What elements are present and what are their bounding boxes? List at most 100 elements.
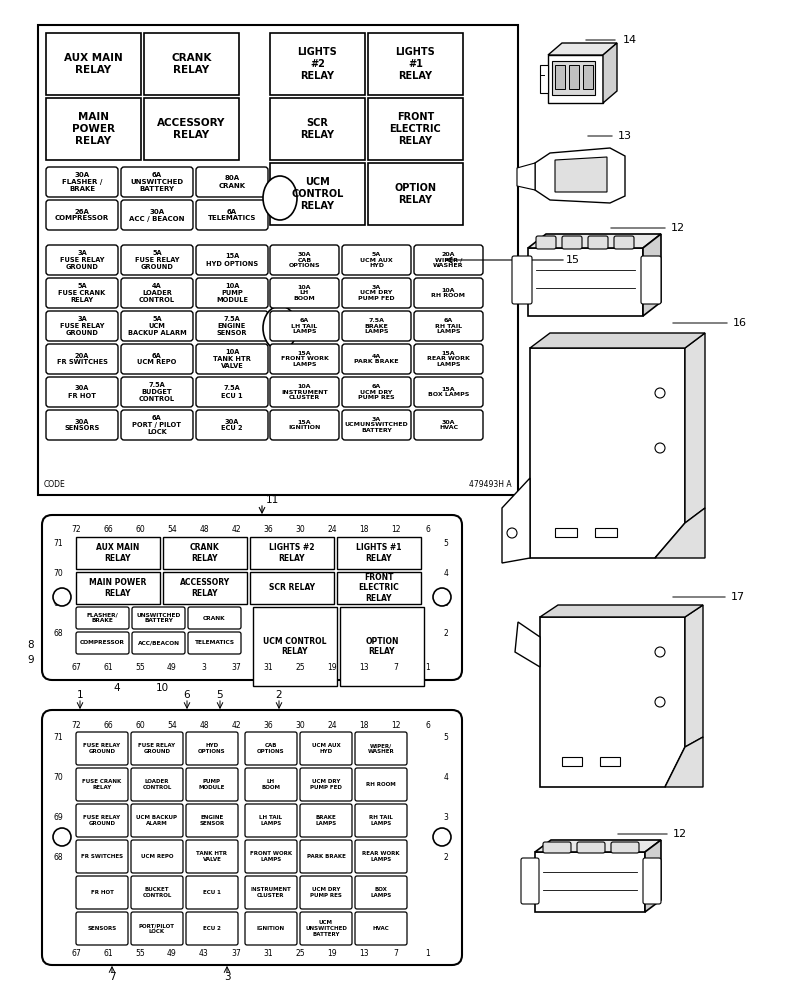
Text: 67: 67 <box>71 948 81 958</box>
Text: 6A
UNSWITCHED
BATTERY: 6A UNSWITCHED BATTERY <box>131 172 183 192</box>
FancyBboxPatch shape <box>245 804 297 837</box>
Text: 49: 49 <box>167 948 177 958</box>
Text: RH ROOM: RH ROOM <box>366 782 396 787</box>
Text: 2: 2 <box>276 690 282 700</box>
FancyBboxPatch shape <box>535 236 556 249</box>
FancyBboxPatch shape <box>131 876 182 909</box>
FancyBboxPatch shape <box>341 377 410 407</box>
Polygon shape <box>554 157 607 192</box>
FancyBboxPatch shape <box>521 858 539 904</box>
Text: BUCKET
CONTROL: BUCKET CONTROL <box>142 887 171 898</box>
Text: 37: 37 <box>231 948 241 958</box>
Text: WIPER/
WASHER: WIPER/ WASHER <box>367 743 394 754</box>
Text: 37: 37 <box>231 664 241 672</box>
FancyBboxPatch shape <box>121 245 193 275</box>
Bar <box>46 98 141 160</box>
FancyBboxPatch shape <box>414 344 483 374</box>
Text: 60: 60 <box>135 720 144 730</box>
Circle shape <box>654 443 664 453</box>
Text: 15A
BOX LAMPS: 15A BOX LAMPS <box>427 387 469 397</box>
Polygon shape <box>684 605 702 747</box>
Bar <box>163 572 247 604</box>
FancyBboxPatch shape <box>561 236 581 249</box>
Text: 1: 1 <box>76 690 84 700</box>
Text: 31: 31 <box>263 948 272 958</box>
Text: FR SWITCHES: FR SWITCHES <box>81 854 123 859</box>
Text: SENSORS: SENSORS <box>88 926 117 931</box>
FancyBboxPatch shape <box>354 912 406 945</box>
Text: 13: 13 <box>358 664 368 672</box>
FancyBboxPatch shape <box>543 842 570 853</box>
Polygon shape <box>539 65 547 93</box>
FancyBboxPatch shape <box>299 804 351 837</box>
Text: 20A
WIPER /
WASHER: 20A WIPER / WASHER <box>433 252 463 268</box>
Text: 60: 60 <box>135 526 144 534</box>
FancyBboxPatch shape <box>76 732 128 765</box>
Text: 30: 30 <box>294 526 304 534</box>
Text: 12: 12 <box>670 223 684 233</box>
Text: FUSE RELAY
GROUND: FUSE RELAY GROUND <box>84 815 120 826</box>
Bar <box>599 757 620 766</box>
Ellipse shape <box>263 306 297 350</box>
Text: 10A
PUMP
MODULE: 10A PUMP MODULE <box>216 283 247 303</box>
Text: 55: 55 <box>135 664 144 672</box>
Text: 48: 48 <box>199 526 208 534</box>
Text: 4A
PARK BRAKE: 4A PARK BRAKE <box>354 354 398 364</box>
Bar <box>270 163 365 225</box>
Text: PARK BRAKE: PARK BRAKE <box>307 854 345 859</box>
Text: OPTION
RELAY: OPTION RELAY <box>394 183 436 205</box>
Bar <box>337 537 420 569</box>
FancyBboxPatch shape <box>121 167 193 197</box>
FancyBboxPatch shape <box>46 278 118 308</box>
FancyBboxPatch shape <box>188 632 241 654</box>
Text: 3: 3 <box>443 598 448 607</box>
Text: 3: 3 <box>223 972 230 982</box>
Text: UNSWITCHED
BATTERY: UNSWITCHED BATTERY <box>136 613 180 623</box>
Text: PORT/PILOT
LOCK: PORT/PILOT LOCK <box>139 923 175 934</box>
Text: 17: 17 <box>730 592 744 602</box>
Bar <box>38 25 517 495</box>
FancyBboxPatch shape <box>577 842 604 853</box>
FancyBboxPatch shape <box>270 344 338 374</box>
FancyBboxPatch shape <box>186 768 238 801</box>
Ellipse shape <box>263 176 297 220</box>
Text: 18: 18 <box>358 720 368 730</box>
Text: 7.5A
ECU 1: 7.5A ECU 1 <box>221 385 242 398</box>
FancyBboxPatch shape <box>46 245 118 275</box>
Text: 70: 70 <box>53 568 62 578</box>
Polygon shape <box>664 737 702 787</box>
FancyBboxPatch shape <box>610 842 638 853</box>
Text: FUSE CRANK
RELAY: FUSE CRANK RELAY <box>82 779 122 790</box>
Bar <box>547 55 603 103</box>
Text: 3: 3 <box>201 664 206 672</box>
Text: 54: 54 <box>167 526 177 534</box>
FancyBboxPatch shape <box>341 278 410 308</box>
FancyBboxPatch shape <box>131 768 182 801</box>
FancyBboxPatch shape <box>46 344 118 374</box>
Text: FR HOT: FR HOT <box>91 890 114 895</box>
Text: 5A
FUSE CRANK
RELAY: 5A FUSE CRANK RELAY <box>58 283 105 303</box>
Text: UCM CONTROL
RELAY: UCM CONTROL RELAY <box>263 637 326 656</box>
Bar <box>367 163 462 225</box>
Bar <box>270 98 365 160</box>
Text: 20A
FR SWITCHES: 20A FR SWITCHES <box>57 353 107 365</box>
Text: ENGINE
SENSOR: ENGINE SENSOR <box>200 815 225 826</box>
Polygon shape <box>530 333 704 348</box>
FancyBboxPatch shape <box>186 732 238 765</box>
FancyBboxPatch shape <box>354 876 406 909</box>
FancyBboxPatch shape <box>186 912 238 945</box>
Text: 19: 19 <box>327 948 337 958</box>
Text: OPTION
RELAY: OPTION RELAY <box>365 637 398 656</box>
Text: CAB
OPTIONS: CAB OPTIONS <box>257 743 285 754</box>
Text: 5A
UCM
BACKUP ALARM: 5A UCM BACKUP ALARM <box>127 316 187 336</box>
Text: 7.5A
ENGINE
SENSOR: 7.5A ENGINE SENSOR <box>217 316 247 336</box>
Text: BOX
LAMPS: BOX LAMPS <box>370 887 391 898</box>
FancyBboxPatch shape <box>414 377 483 407</box>
Text: AUX MAIN
RELAY: AUX MAIN RELAY <box>97 543 139 563</box>
FancyBboxPatch shape <box>341 344 410 374</box>
FancyBboxPatch shape <box>270 410 338 440</box>
Polygon shape <box>527 234 660 248</box>
FancyBboxPatch shape <box>131 804 182 837</box>
Text: LIGHTS
#2
RELAY: LIGHTS #2 RELAY <box>298 47 337 81</box>
Text: 6: 6 <box>183 690 190 700</box>
